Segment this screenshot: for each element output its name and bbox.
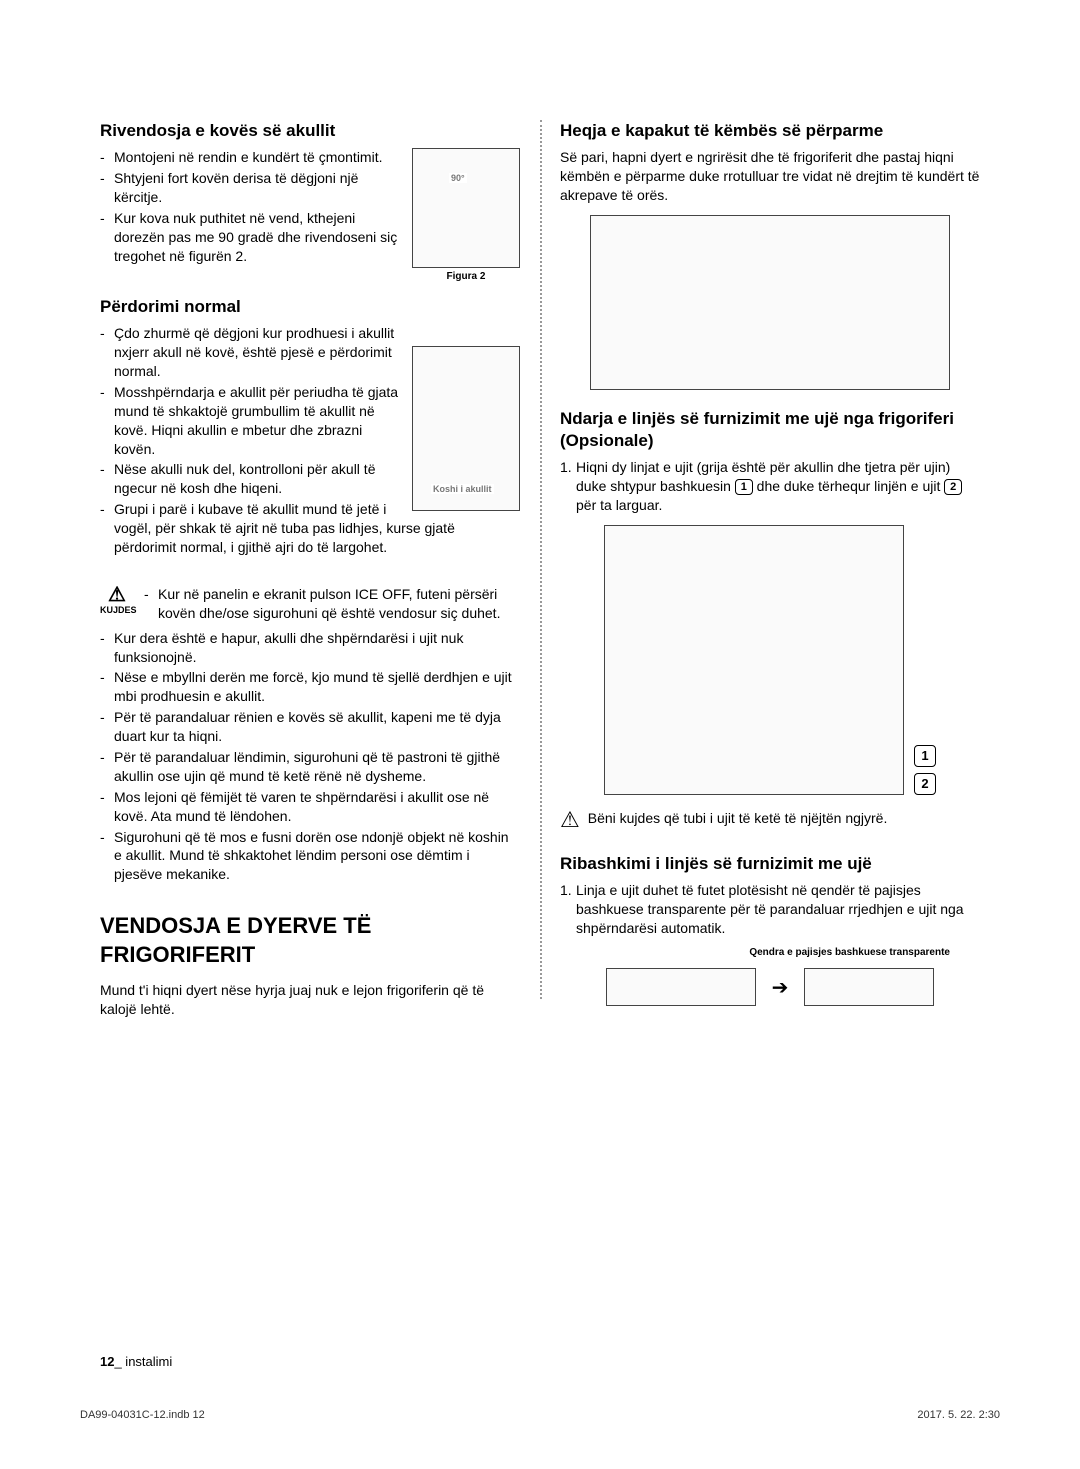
arrow-right-icon: ➔: [772, 975, 789, 1000]
list-item: Mosshpërndarja e akullit për periudha të…: [100, 383, 520, 459]
disconnect-steps: Hiqni dy linjat e ujit (grija është për …: [560, 458, 980, 515]
section-reconnect-water: Ribashkimi i linjës së furnizimit me ujë…: [560, 853, 980, 1007]
list-item: Sigurohuni që të mos e fusni dorën ose n…: [100, 828, 520, 885]
caution-first-row: ⚠ KUJDES Kur në panelin e ekranit pulson…: [100, 585, 520, 625]
warning-triangle-icon: ⚠: [100, 585, 134, 605]
section-disconnect-water: Ndarja e linjës së furnizimit me ujë nga…: [560, 408, 980, 831]
figure-water-line-block: 1 2: [560, 525, 980, 795]
list-item: Kur në panelin e ekranit pulson ICE OFF,…: [144, 585, 520, 623]
section-remove-front-leg-cover: Heqja e kapakut të këmbës së përparme Së…: [560, 120, 980, 390]
list-item: Kur kova nuk puthitet në vend, kthejeni …: [100, 209, 520, 266]
badge-1: 1: [735, 479, 753, 495]
page-number: 12: [100, 1354, 114, 1369]
figure-coupler-block: ➔: [560, 968, 980, 1006]
caution-first-list: Kur në panelin e ekranit pulson ICE OFF,…: [144, 585, 520, 625]
badge-stack: 1 2: [914, 745, 936, 795]
coupler-caption: Qendra e pajisjes bashkuese transparente: [560, 947, 950, 958]
two-column-layout: Rivendosja e kovës së akullit 90° Figura…: [100, 120, 980, 1029]
list-item: Nëse e mbyllni derën me forcë, kjo mund …: [100, 668, 520, 706]
figure-leg-cover-block: [560, 215, 980, 390]
badge-2-side: 2: [914, 773, 936, 795]
list-item: Nëse akulli nuk del, kontrolloni për aku…: [100, 460, 520, 498]
reconnect-steps: Linja e ujit duhet të futet plotësisht n…: [560, 881, 980, 938]
print-date: 2017. 5. 22. 2:30: [917, 1409, 1000, 1421]
caution-icon: ⚠ KUJDES: [100, 585, 134, 615]
doors-body: Mund t'i hiqni dyert nëse hyrja juaj nuk…: [100, 981, 520, 1019]
list-item: Për të parandaluar rënien e kovës së aku…: [100, 708, 520, 746]
column-divider: [540, 120, 542, 999]
warning-row: ⚠ Bëni kujdes që tubi i ujit të ketë të …: [560, 809, 980, 831]
heading-doors: VENDOSJA E DYERVE TË FRIGORIFERIT: [100, 912, 520, 969]
caution-block: ⚠ KUJDES Kur në panelin e ekranit pulson…: [100, 585, 520, 884]
warning-triangle-icon: ⚠: [560, 809, 580, 831]
list-item: Grupi i parë i kubave të akullit mund të…: [100, 500, 520, 557]
badge-2: 2: [944, 479, 962, 495]
page-footer: 12_ instalimi: [100, 1354, 980, 1369]
print-file: DA99-04031C-12.indb 12: [80, 1409, 205, 1421]
heading-remove-cover: Heqja e kapakut të këmbës së përparme: [560, 120, 980, 142]
print-metadata-line: DA99-04031C-12.indb 12 2017. 5. 22. 2:30: [80, 1409, 1000, 1421]
figure-coupler-right: [804, 968, 934, 1006]
heading-normal-use: Përdorimi normal: [100, 296, 520, 318]
footer-section: _ instalimi: [114, 1354, 172, 1369]
caution-rest-list: Kur dera është e hapur, akulli dhe shpër…: [100, 629, 520, 885]
figure-coupler-left: [606, 968, 756, 1006]
badge-1-side: 1: [914, 745, 936, 767]
list-item: Çdo zhurmë që dëgjoni kur prodhuesi i ak…: [100, 324, 520, 381]
remove-cover-body: Së pari, hapni dyert e ngrirësit dhe të …: [560, 148, 980, 205]
caution-label: KUJDES: [100, 605, 137, 615]
figure-water-line-image: [604, 525, 904, 795]
heading-reinstall: Rivendosja e kovës së akullit: [100, 120, 520, 142]
heading-reconnect-water: Ribashkimi i linjës së furnizimit me ujë: [560, 853, 980, 875]
normal-use-list: Çdo zhurmë që dëgjoni kur prodhuesi i ak…: [100, 324, 520, 557]
figure-2-caption: Figura 2: [412, 271, 520, 282]
section-reinstall-ice-bucket: Rivendosja e kovës së akullit 90° Figura…: [100, 120, 520, 282]
figure-leg-cover-image: [590, 215, 950, 390]
list-item: Për të parandaluar lëndimin, sigurohuni …: [100, 748, 520, 786]
section-normal-use: Përdorimi normal Koshi i akullit Çdo zhu…: [100, 296, 520, 569]
list-item: Montojeni në rendin e kundërt të çmontim…: [100, 148, 520, 167]
right-column: Heqja e kapakut të këmbës së përparme Së…: [560, 120, 980, 1029]
list-item: Linja e ujit duhet të futet plotësisht n…: [560, 881, 980, 938]
heading-disconnect-water: Ndarja e linjës së furnizimit me ujë nga…: [560, 408, 980, 452]
list-item: Hiqni dy linjat e ujit (grija është për …: [560, 458, 980, 515]
step-text-mid: dhe duke tërhequr linjën e ujit: [757, 478, 945, 494]
warning-text: Bëni kujdes që tubi i ujit të ketë të nj…: [588, 809, 888, 828]
list-item: Mos lejoni që fëmijët të varen te shpërn…: [100, 788, 520, 826]
left-column: Rivendosja e kovës së akullit 90° Figura…: [100, 120, 520, 1029]
list-item: Shtyjeni fort kovën derisa të dëgjoni nj…: [100, 169, 520, 207]
step-text-post: për ta larguar.: [576, 497, 662, 513]
list-item: Kur dera është e hapur, akulli dhe shpër…: [100, 629, 520, 667]
